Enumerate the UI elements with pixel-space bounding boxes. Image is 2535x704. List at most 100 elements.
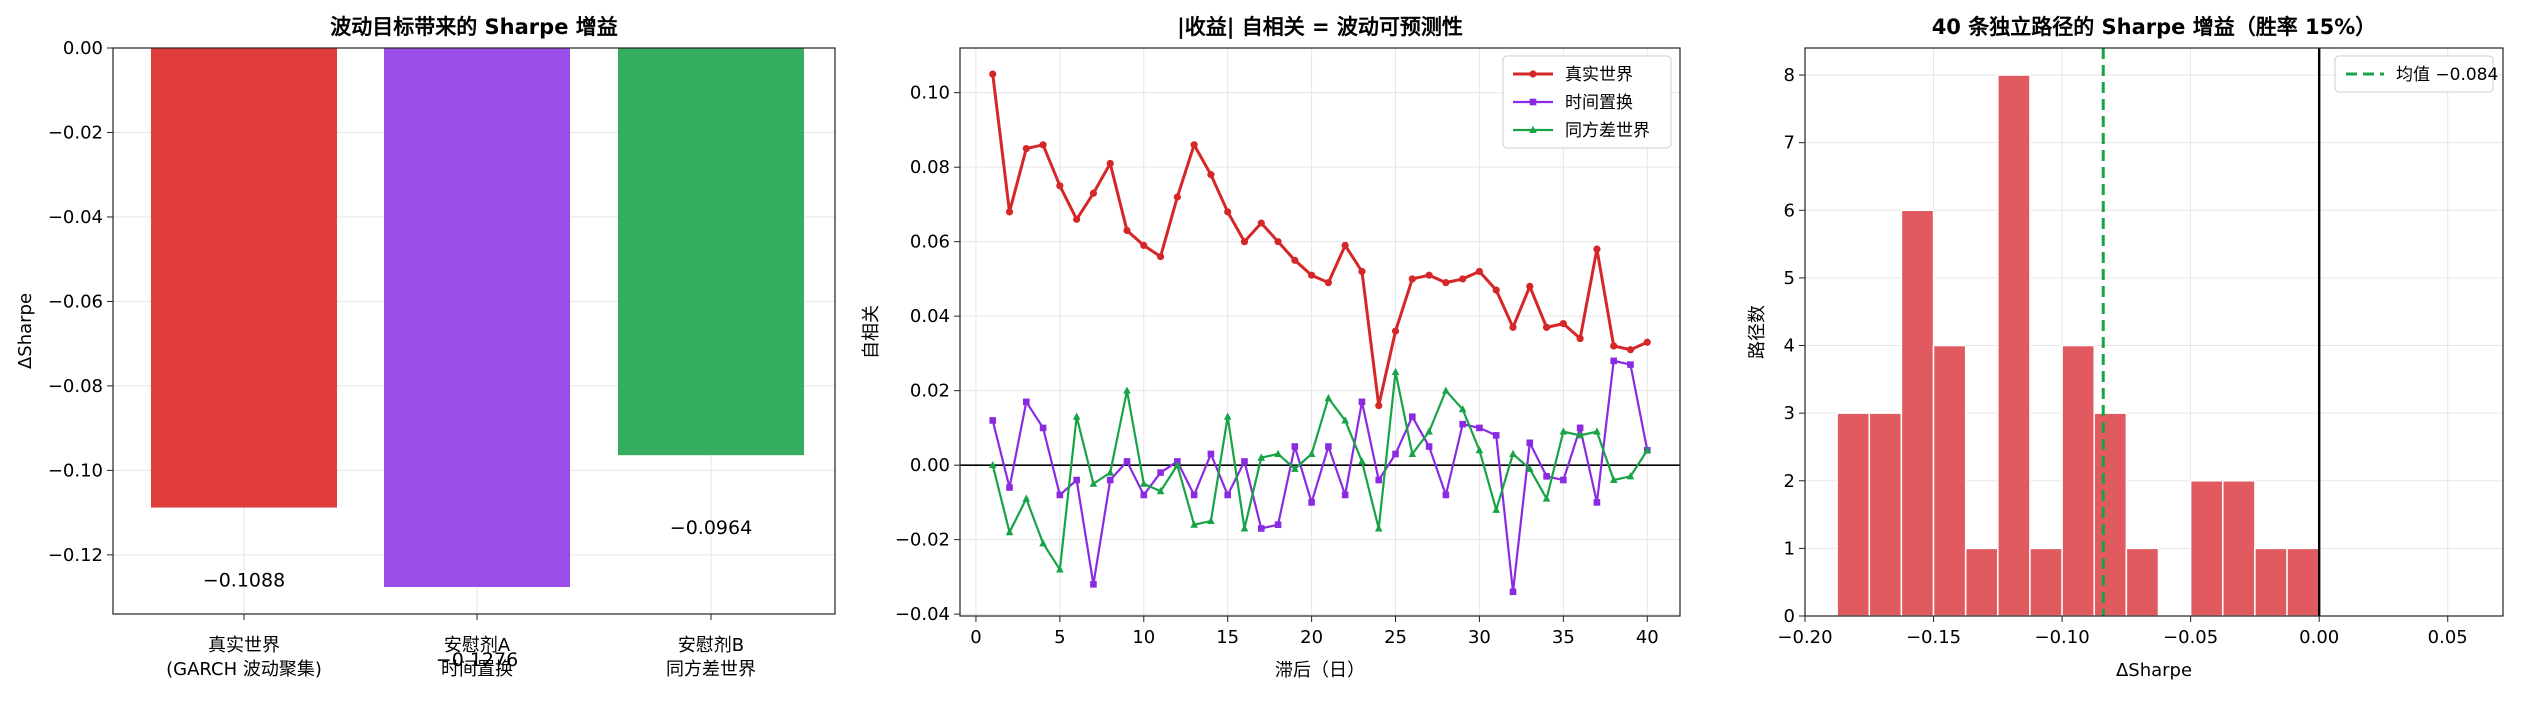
y-tick-label: 5 <box>1784 268 1795 289</box>
data-point <box>1005 527 1014 536</box>
data-point <box>1140 491 1148 499</box>
data-point <box>1274 238 1282 246</box>
legend-marker <box>1529 70 1537 78</box>
x-tick-label: 20 <box>1300 627 1323 648</box>
data-point <box>1458 405 1467 413</box>
legend-label: 时间置换 <box>1565 93 1633 113</box>
data-point <box>1073 215 1081 223</box>
category-label: 同方差世界 <box>666 659 756 680</box>
x-tick-label: −0.05 <box>2163 627 2218 648</box>
data-point <box>1140 241 1148 250</box>
data-point <box>1274 521 1282 529</box>
data-point <box>1392 450 1399 458</box>
data-point <box>989 70 997 78</box>
series-line-3 <box>991 371 1649 573</box>
chart-title: 波动目标带来的 Sharpe 增益 <box>330 15 618 39</box>
legend: 均值 −0.084 <box>2334 55 2498 93</box>
y-tick-label: 0.10 <box>910 83 950 104</box>
axes-frame <box>959 47 1681 617</box>
x-tick-label: 5 <box>1054 627 1065 648</box>
y-tick-label: −0.02 <box>895 530 950 551</box>
data-point <box>1056 565 1064 573</box>
data-point <box>1274 449 1282 457</box>
histogram-bar <box>1836 412 1871 617</box>
category-label: 安慰剂B <box>678 635 744 656</box>
data-point <box>1090 581 1097 588</box>
data-point <box>988 460 997 469</box>
data-point <box>1156 252 1165 261</box>
data-point <box>1139 479 1148 487</box>
data-point <box>1643 338 1651 346</box>
bar-chart-panel: −0.1088 −0.1276 −0.0964 0.00 −0.02 −0.04 −0.06… <box>15 15 836 680</box>
data-point <box>1308 271 1316 279</box>
y-tick-label: −0.04 <box>895 604 950 625</box>
data-point <box>1224 208 1232 216</box>
y-tick-label: 0.00 <box>910 455 950 476</box>
x-axis-label: 滞后（日） <box>1275 660 1365 681</box>
histogram-bar <box>2222 480 2256 617</box>
data-point <box>1005 208 1014 216</box>
data-point <box>1291 256 1299 264</box>
data-point <box>1543 473 1550 480</box>
data-point <box>1324 393 1333 402</box>
histogram-bar <box>2029 547 2063 617</box>
data-point <box>1324 279 1332 287</box>
data-point <box>1442 386 1450 394</box>
data-point <box>1240 238 1249 246</box>
data-point <box>1106 476 1114 484</box>
chart-title: 40 条独立路径的 Sharpe 增益（胜率 15%） <box>1932 15 2377 39</box>
data-point <box>1173 193 1181 201</box>
histogram-bar <box>2093 412 2128 617</box>
data-point <box>1626 346 1635 354</box>
data-point <box>1089 479 1098 487</box>
data-point <box>1358 457 1366 465</box>
x-tick-label: 0 <box>970 627 981 648</box>
series-line-1 <box>991 73 1648 406</box>
x-axis-label: ΔSharpe <box>2116 660 2192 681</box>
data-point <box>1207 450 1215 458</box>
y-tick-label: 8 <box>1784 65 1795 86</box>
data-point <box>1207 516 1215 525</box>
data-point <box>1374 524 1383 532</box>
bar-2 <box>384 48 570 587</box>
data-point <box>1526 439 1534 447</box>
data-point <box>1459 275 1467 283</box>
y-axis-label: ΔSharpe <box>15 293 36 369</box>
data-point <box>1241 458 1248 465</box>
data-point <box>1627 361 1634 368</box>
data-point <box>1173 460 1182 469</box>
data-point <box>1190 520 1198 528</box>
data-point <box>1022 144 1030 153</box>
data-point <box>1072 412 1081 420</box>
data-point <box>1542 323 1551 331</box>
data-point <box>1341 416 1349 424</box>
y-tick-label: 0.00 <box>63 38 103 59</box>
data-point <box>1609 475 1618 484</box>
data-point <box>1106 468 1115 476</box>
legend-box <box>1502 55 1672 149</box>
data-point <box>1542 494 1551 502</box>
category-label: 安慰剂A <box>444 635 511 656</box>
data-point <box>1425 427 1433 435</box>
data-point <box>1039 424 1047 432</box>
legend-label: 真实世界 <box>1565 65 1633 85</box>
data-point <box>1576 424 1584 432</box>
data-point <box>1291 464 1299 472</box>
y-tick-label: 0.04 <box>910 306 950 327</box>
legend-label: 均值 −0.084 <box>2396 65 2498 85</box>
bar-3 <box>618 48 804 456</box>
data-point <box>1576 334 1584 343</box>
data-point <box>1492 286 1500 294</box>
axes-frame <box>112 47 836 615</box>
y-tick-label: −0.04 <box>48 207 103 228</box>
data-point <box>1056 182 1064 190</box>
bar-value-label: −0.1088 <box>203 570 285 592</box>
x-tick-label: 0.00 <box>2299 627 2339 648</box>
y-tick-label: 7 <box>1784 133 1795 154</box>
data-point <box>1391 367 1400 376</box>
legend-box <box>2334 55 2494 93</box>
data-point <box>1257 525 1265 532</box>
data-point <box>1626 472 1635 480</box>
